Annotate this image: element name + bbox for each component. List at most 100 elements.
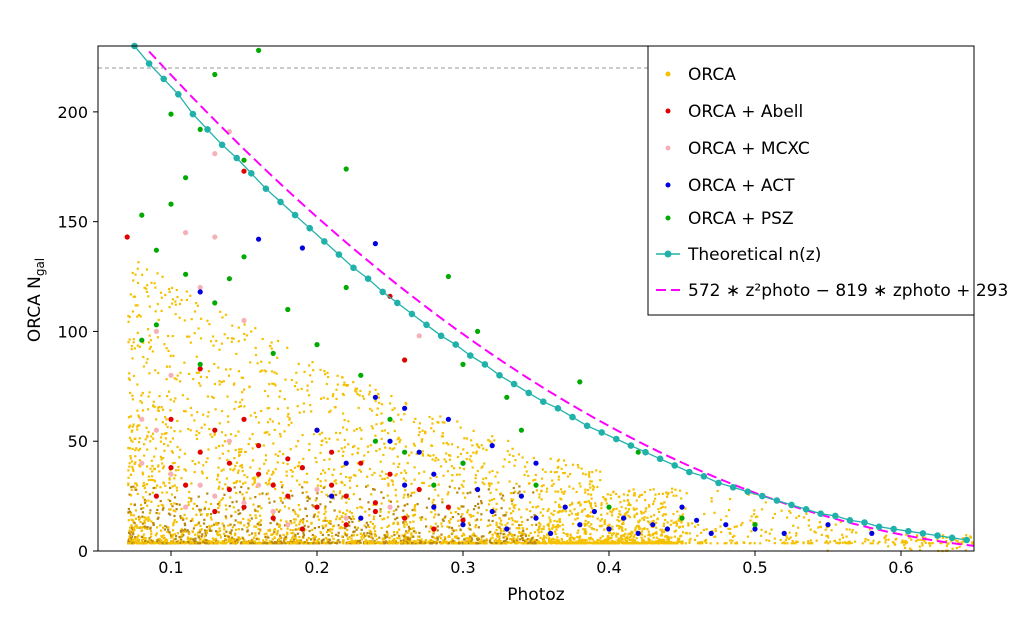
orca-point [510, 512, 513, 515]
orca-point [610, 534, 614, 537]
orca-point [495, 532, 498, 535]
orca-point [936, 538, 939, 541]
orca-point [357, 519, 361, 522]
orca-point [129, 473, 133, 476]
series-point [387, 416, 393, 422]
orca-point [304, 507, 307, 510]
orca-point [130, 460, 134, 463]
orca-point [619, 501, 622, 504]
orca-point [564, 510, 567, 513]
orca-point [169, 398, 172, 401]
orca-point [197, 522, 200, 525]
orca-point [512, 491, 515, 494]
orca-point [864, 537, 867, 541]
orca-point [743, 541, 746, 544]
orca-point [920, 542, 924, 545]
orca-point [348, 479, 351, 482]
orca-point [550, 542, 553, 545]
orca-point [377, 393, 380, 396]
orca-point [279, 509, 282, 512]
orca-point [141, 515, 144, 518]
orca-point [199, 375, 202, 378]
orca-point [348, 476, 351, 479]
orca-point [465, 537, 468, 540]
orca-point [432, 536, 435, 539]
series-point [226, 276, 232, 282]
orca-point [205, 376, 208, 379]
orca-point [304, 528, 307, 531]
orca-point [396, 455, 399, 458]
orca-point [396, 532, 399, 535]
orca-point [547, 534, 550, 537]
orca-point [365, 521, 368, 524]
orca-point [582, 540, 585, 544]
orca-point [160, 406, 163, 409]
orca-point [138, 437, 141, 440]
orca-point [825, 541, 828, 544]
orca-point [368, 540, 371, 543]
orca-point [319, 530, 322, 534]
orca-point [143, 498, 146, 501]
orca-point [505, 541, 508, 545]
orca-point [200, 426, 203, 429]
orca-point [680, 521, 683, 524]
orca-point [135, 447, 138, 450]
orca-point [371, 522, 374, 525]
orca-point [175, 503, 178, 506]
orca-point [134, 509, 138, 512]
orca-point [148, 391, 151, 394]
orca-point [506, 536, 509, 539]
orca-point [902, 540, 906, 543]
orca-point [146, 465, 149, 468]
orca-point [520, 542, 523, 545]
orca-point [574, 513, 578, 516]
orca-point [402, 509, 405, 512]
orca-point [237, 521, 240, 524]
orca-point [191, 541, 195, 545]
orca-point [265, 542, 268, 545]
orca-point [572, 522, 575, 525]
orca-point [669, 523, 672, 526]
legend-marker-act [665, 182, 671, 188]
orca-point [143, 542, 146, 545]
series-point [197, 449, 203, 455]
orca-point [848, 540, 851, 543]
orca-point [354, 389, 357, 392]
orca-point [167, 542, 170, 545]
orca-point [521, 456, 524, 459]
orca-point [144, 491, 148, 494]
orca-point [633, 492, 636, 495]
orca-point [618, 525, 621, 528]
orca-point [616, 532, 620, 535]
orca-point [750, 515, 753, 518]
orca-point [824, 528, 827, 531]
orca-point [137, 414, 140, 417]
orca-point [382, 541, 385, 544]
orca-point [190, 537, 193, 540]
orca-point [317, 518, 321, 521]
series-point [153, 493, 159, 499]
orca-point [554, 490, 557, 493]
orca-point [386, 476, 389, 479]
orca-point [257, 527, 260, 531]
orca-point [302, 457, 305, 460]
orca-point [960, 542, 963, 545]
orca-point [136, 425, 139, 428]
orca-point [829, 540, 832, 543]
orca-point [459, 452, 462, 456]
orca-point [430, 542, 433, 545]
theoretical-nz-point [262, 185, 270, 192]
orca-point [363, 534, 366, 538]
orca-point [429, 526, 432, 529]
orca-point [146, 435, 149, 439]
orca-point [131, 465, 134, 468]
orca-point [181, 518, 185, 521]
orca-point [159, 440, 162, 443]
orca-point [455, 536, 458, 540]
orca-point [490, 541, 493, 545]
orca-point [583, 501, 586, 504]
orca-point [340, 526, 343, 529]
orca-point [488, 482, 491, 485]
orca-point [361, 534, 364, 537]
orca-point [442, 474, 445, 477]
